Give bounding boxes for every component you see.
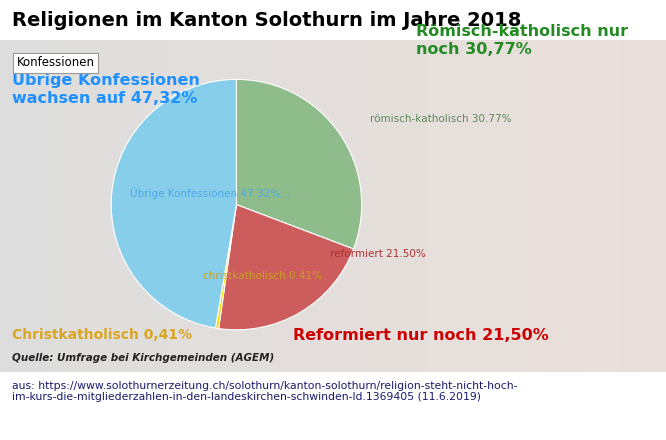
Wedge shape [218,205,354,330]
Wedge shape [236,79,362,249]
Text: reformiert 21.50%: reformiert 21.50% [330,249,426,259]
Text: Reformiert nur noch 21,50%: Reformiert nur noch 21,50% [293,328,549,343]
Text: Christkatholisch 0,41%: Christkatholisch 0,41% [12,328,192,342]
Text: Religionen im Kanton Solothurn im Jahre 2018: Religionen im Kanton Solothurn im Jahre … [12,11,521,30]
Text: christkatholisch 0.41%: christkatholisch 0.41% [203,271,322,281]
Text: Konfessionen: Konfessionen [17,56,95,69]
Text: Übrige Konfessionen 47.32%...: Übrige Konfessionen 47.32%... [130,187,290,199]
Text: Quelle: Umfrage bei Kirchgemeinden (AGEM): Quelle: Umfrage bei Kirchgemeinden (AGEM… [12,353,274,363]
Text: Übrige Konfessionen
wachsen auf 47,32%: Übrige Konfessionen wachsen auf 47,32% [12,70,200,106]
Text: Römisch-katholisch nur
noch 30,77%: Römisch-katholisch nur noch 30,77% [416,24,629,57]
Wedge shape [215,205,236,329]
Text: aus: https://www.solothurnerzeitung.ch/solothurn/kanton-solothurn/religion-steht: aus: https://www.solothurnerzeitung.ch/s… [12,381,517,402]
Wedge shape [111,79,236,328]
Text: römisch-katholisch 30.77%: römisch-katholisch 30.77% [370,114,511,125]
